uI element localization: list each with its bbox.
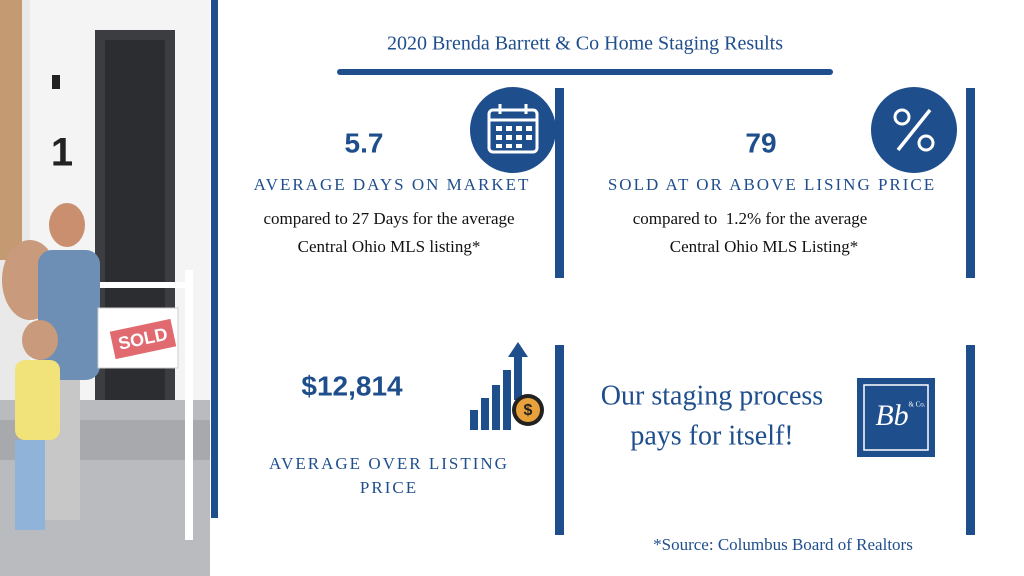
stat-value: 5.7 [345, 127, 384, 158]
stat-label: AVERAGE OVER LISTING [269, 454, 509, 473]
logo-sub: & Co. [908, 401, 925, 409]
separators [555, 88, 975, 535]
calendar-icon [470, 87, 556, 173]
stat-note: Central Ohio MLS Listing* [670, 237, 858, 256]
house-number: 1 [51, 131, 73, 175]
divider [211, 0, 218, 518]
source: *Source: Columbus Board of Realtors [653, 535, 913, 554]
stat-label: AVERAGE DAYS ON MARKET [254, 175, 531, 194]
logo: Bb & Co. [857, 378, 935, 457]
stat-note: compared to 27 Days for the average [263, 209, 514, 228]
title: 2020 Brenda Barrett & Co Home Staging Re… [387, 33, 783, 55]
stat-value: $12,814 [301, 370, 403, 401]
logo-mark: Bb [875, 399, 908, 432]
stat-value: 79 [745, 127, 776, 158]
percent-icon [871, 87, 957, 173]
growth-icon: $ [470, 342, 544, 430]
stat-label: PRICE [360, 478, 418, 497]
stat-label: SOLD AT OR ABOVE LISING PRICE [608, 175, 936, 194]
tagline: Our staging process [601, 380, 823, 411]
stat-note: compared to 1.2% for the average [633, 209, 868, 228]
stat-note: Central Ohio MLS listing* [298, 237, 481, 256]
photo: 1 SOLD [0, 0, 210, 576]
tagline: pays for itself! [630, 420, 793, 451]
svg-text:$: $ [524, 402, 533, 419]
